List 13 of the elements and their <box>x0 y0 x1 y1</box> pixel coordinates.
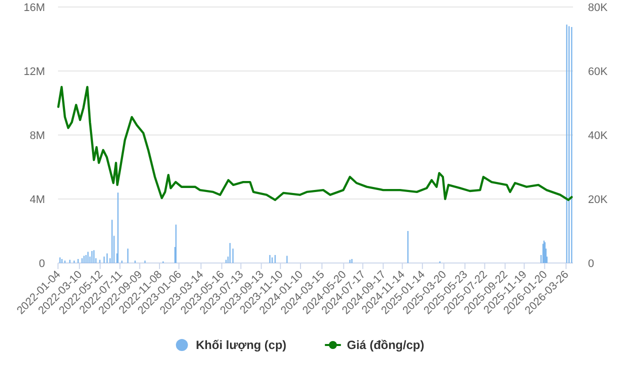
legend-label: Khối lượng (cp) <box>196 338 286 352</box>
y-tick-label: 16M <box>24 2 45 14</box>
y-tick-label: 8M <box>30 130 45 142</box>
y2-tick-label: 80K <box>588 2 608 14</box>
y2-tick-label: 0 <box>588 258 594 270</box>
line-series <box>57 86 573 202</box>
legend-label: Giá (đồng/cp) <box>346 338 424 352</box>
y2-tick-label: 60K <box>588 66 608 78</box>
y-tick-label: 0 <box>38 258 45 270</box>
y2-tick-label: 40K <box>588 130 608 142</box>
y2-tick-label: 20K <box>588 194 608 206</box>
y-tick-label: 4M <box>30 194 45 206</box>
y-tick-label: 12M <box>24 66 45 78</box>
